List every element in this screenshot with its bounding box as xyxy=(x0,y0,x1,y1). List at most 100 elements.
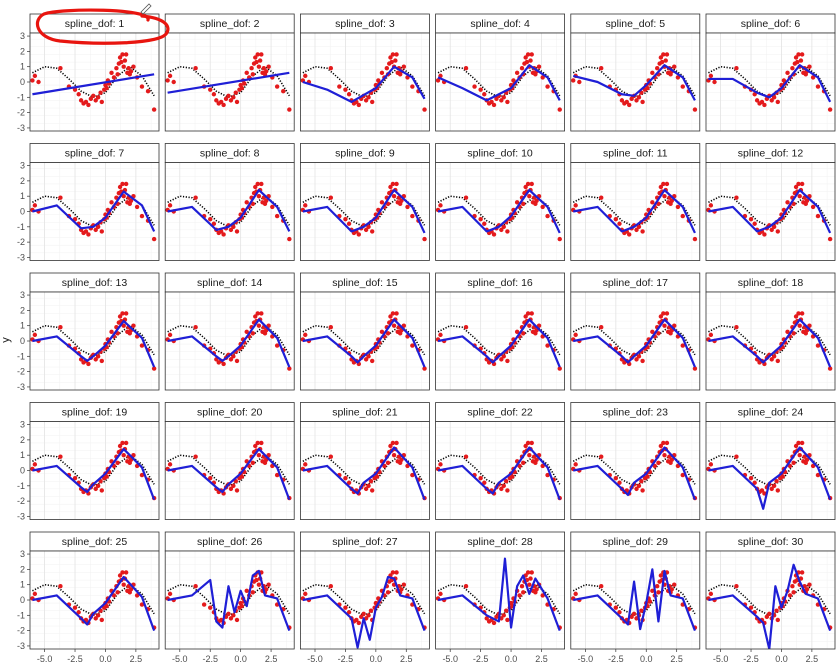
observation-point xyxy=(599,454,604,459)
plot-area xyxy=(30,181,157,242)
observation-point xyxy=(99,617,105,623)
observation-point xyxy=(775,99,781,105)
panel-border xyxy=(299,162,430,261)
plot-area xyxy=(706,563,833,649)
observation-point xyxy=(208,216,213,222)
panel-background xyxy=(300,421,430,520)
observation-point xyxy=(250,460,256,466)
observation-point xyxy=(385,590,391,595)
observation-point xyxy=(239,603,245,609)
observation-point xyxy=(521,331,526,336)
observation-point xyxy=(32,591,38,597)
panel-border xyxy=(164,32,295,132)
observation-point xyxy=(356,102,362,108)
y-tick-label: 0 xyxy=(20,207,25,217)
spline-fit-line xyxy=(437,557,561,632)
panel-border xyxy=(299,32,430,132)
panel-background xyxy=(570,162,700,261)
y-tick-label: -1 xyxy=(17,92,25,102)
x-tick-label: 2.5 xyxy=(130,654,143,664)
observation-point xyxy=(123,440,129,446)
spline-fit-line xyxy=(167,188,291,232)
facet-strip-label: spline_dof: 13 xyxy=(62,277,128,289)
observation-point xyxy=(231,224,236,230)
observation-point xyxy=(815,213,821,219)
observation-point xyxy=(366,483,371,489)
facet-panel: spline_dof: 12 xyxy=(705,143,836,261)
panel-border xyxy=(705,32,836,132)
panel-background xyxy=(570,33,700,131)
plot-area xyxy=(165,52,292,112)
observation-point xyxy=(775,229,781,234)
observation-point xyxy=(675,75,681,80)
observation-point xyxy=(734,66,739,71)
facet-panel: spline_dof: 18 xyxy=(705,272,836,391)
plot-area xyxy=(165,181,292,242)
plot-area xyxy=(165,569,292,632)
observation-point xyxy=(303,203,308,208)
y-tick-label: -3 xyxy=(17,511,25,521)
observation-point xyxy=(769,227,774,233)
y-tick-label: 2 xyxy=(20,46,25,56)
observation-point xyxy=(343,475,348,481)
observation-point xyxy=(478,87,483,92)
observation-point xyxy=(523,184,528,190)
observation-point xyxy=(663,58,668,63)
plot-area xyxy=(571,311,698,371)
observation-point xyxy=(499,227,504,233)
observation-point xyxy=(422,236,427,242)
observation-point xyxy=(804,587,810,592)
observation-point xyxy=(524,59,530,65)
observation-point xyxy=(266,582,271,587)
observation-point xyxy=(95,613,101,618)
observation-point xyxy=(798,58,804,63)
observation-point xyxy=(119,59,124,65)
observation-point xyxy=(139,472,145,478)
observation-point xyxy=(692,107,698,112)
observation-point xyxy=(664,311,670,316)
observation-point xyxy=(438,203,443,208)
observation-point xyxy=(374,474,380,479)
observation-point xyxy=(708,203,714,208)
observation-point xyxy=(771,95,777,100)
facet-strip-label: spline_dof: 27 xyxy=(332,536,398,548)
observation-point xyxy=(627,102,632,108)
plot-area xyxy=(30,52,157,112)
plot-area xyxy=(300,440,427,501)
spline-fit-line xyxy=(302,446,426,500)
observation-point xyxy=(557,107,562,112)
facet-panel: spline_dof: 24 xyxy=(705,402,836,520)
observation-point xyxy=(165,78,170,83)
observation-point xyxy=(208,605,213,610)
observation-point xyxy=(478,475,483,481)
observation-point xyxy=(259,311,264,316)
observation-point xyxy=(86,361,91,367)
observation-point xyxy=(234,99,240,105)
observation-point xyxy=(239,474,245,479)
x-tick-label: -2.5 xyxy=(473,654,489,664)
observation-point xyxy=(680,343,685,348)
observation-point xyxy=(249,66,254,71)
observation-point xyxy=(599,325,604,330)
observation-point xyxy=(379,329,385,335)
observation-point xyxy=(93,486,98,492)
observation-point xyxy=(250,72,256,77)
y-tick-label: -3 xyxy=(17,641,25,651)
observation-point xyxy=(796,440,801,446)
x-tick-label: -5.0 xyxy=(442,654,458,664)
y-tick-label: 1 xyxy=(20,321,25,331)
y-tick-label: 1 xyxy=(20,580,25,590)
spline-fit-line xyxy=(708,318,832,368)
observation-point xyxy=(503,608,509,613)
facet-strip-label: spline_dof: 3 xyxy=(335,18,395,30)
panel-border xyxy=(570,162,701,261)
observation-point xyxy=(366,354,371,359)
x-tick-label: 0.0 xyxy=(370,654,383,664)
observation-point xyxy=(231,613,236,618)
observation-point xyxy=(99,229,105,234)
observation-point xyxy=(370,488,375,493)
observation-point xyxy=(712,79,717,85)
observation-point xyxy=(114,66,119,71)
observation-point xyxy=(410,84,415,89)
